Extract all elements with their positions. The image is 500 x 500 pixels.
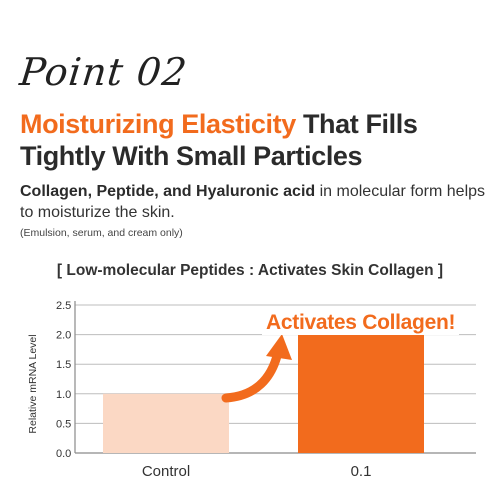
x-tick-label: Control [142, 463, 190, 480]
y-tick-label: 0.0 [56, 448, 71, 460]
description-rest: in molecular form helps to moisturize th… [20, 183, 486, 221]
arrow-shaft [221, 347, 283, 403]
y-tick-label: 2.5 [56, 300, 71, 312]
y-tick-label: 2.0 [56, 330, 71, 342]
headline: Moisturizing Elasticity That Fills Tight… [20, 108, 490, 172]
y-axis-label: Relative mRNA Level [27, 334, 39, 433]
chart-annotation: Activates Collagen! [262, 311, 460, 335]
bar [103, 393, 229, 453]
y-tick-label: 0.5 [56, 418, 71, 430]
x-tick-label: 0.1 [351, 463, 372, 480]
arrow-head [266, 334, 292, 360]
headline-line2: Tightly With Small Particles [20, 141, 363, 171]
description-note: (Emulsion, serum, and cream only) [20, 227, 183, 239]
y-tick-label: 1.0 [56, 389, 71, 401]
headline-rest: That Fills [295, 109, 418, 139]
description: Collagen, Peptide, and Hyaluronic acid i… [20, 181, 490, 223]
description-bold: Collagen, Peptide, and Hyaluronic acid [20, 183, 316, 200]
y-tick-label: 1.5 [56, 359, 71, 371]
bar [298, 334, 424, 453]
headline-accent: Moisturizing Elasticity [20, 109, 296, 139]
chart-title: [ Low-molecular Peptides : Activates Ski… [56, 262, 444, 279]
